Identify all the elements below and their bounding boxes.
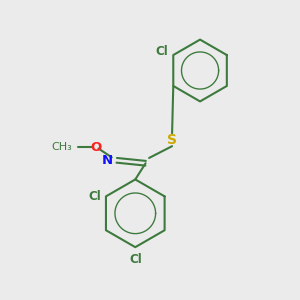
Text: Cl: Cl [129, 253, 142, 266]
Text: CH₃: CH₃ [51, 142, 72, 152]
Text: Cl: Cl [88, 190, 101, 203]
Text: S: S [167, 133, 177, 147]
Text: O: O [90, 141, 101, 154]
Text: Cl: Cl [155, 45, 168, 58]
Text: N: N [102, 154, 113, 167]
